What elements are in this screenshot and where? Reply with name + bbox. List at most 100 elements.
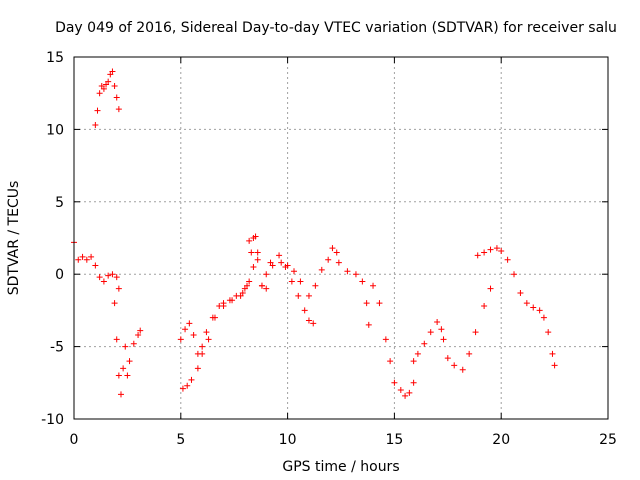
series-segment-7: [278, 245, 340, 299]
data-point: [363, 300, 370, 307]
data-point: [523, 300, 530, 307]
data-point: [92, 122, 99, 129]
data-point: [254, 256, 261, 263]
data-point: [194, 365, 201, 372]
data-point: [376, 300, 383, 307]
data-point: [344, 268, 351, 275]
data-point: [444, 355, 451, 362]
data-point: [487, 246, 494, 253]
series-segment-3: [111, 300, 144, 398]
data-point: [335, 259, 342, 266]
y-tick-label: 0: [55, 267, 64, 283]
data-point: [421, 340, 428, 347]
data-point: [124, 372, 131, 379]
y-tick-label: -10: [41, 412, 64, 428]
data-point: [199, 350, 206, 357]
grid: [74, 57, 608, 419]
series-segment-2: [92, 68, 122, 129]
data-point: [109, 68, 116, 75]
data-point: [269, 262, 276, 269]
series-segment-1: [71, 239, 122, 292]
data-point: [126, 358, 133, 365]
data-point: [241, 285, 248, 292]
data-point: [137, 327, 144, 334]
data-point: [517, 290, 524, 297]
y-axis-label: SDTVAR / TECUs: [6, 181, 22, 296]
data-point: [250, 235, 257, 241]
plot-frame: [73, 56, 609, 420]
series-segment-10: [474, 245, 558, 369]
data-point: [186, 320, 193, 327]
data-point: [305, 317, 312, 324]
data-point: [310, 320, 317, 327]
data-point: [493, 245, 500, 252]
data-point: [96, 90, 103, 97]
y-tick-label: 10: [46, 122, 64, 138]
data-point: [410, 379, 417, 386]
data-point: [472, 329, 479, 336]
axis-ticks: 0 5 10 15 20 25 -10 -5 0 5 10 15: [41, 50, 617, 448]
y-tick-label: 15: [46, 50, 64, 66]
data-point: [111, 82, 118, 89]
data-point: [434, 318, 441, 325]
data-point: [182, 326, 189, 333]
data-point: [451, 362, 458, 369]
data-point: [466, 350, 473, 357]
data-point: [536, 307, 543, 314]
data-point: [254, 249, 261, 256]
y-tick-label: -5: [50, 340, 64, 356]
data-point: [365, 321, 372, 328]
data-point: [459, 366, 466, 373]
series-segment-4: [177, 233, 259, 357]
data-point: [179, 385, 186, 392]
data-point: [325, 256, 332, 263]
data-point: [427, 329, 434, 336]
data-point: [276, 252, 283, 259]
data-point: [83, 256, 90, 263]
data-point: [301, 307, 308, 314]
data-point: [188, 376, 195, 383]
data-point: [498, 248, 505, 255]
data-point: [105, 272, 112, 279]
data-point: [402, 392, 409, 399]
data-point: [113, 274, 120, 281]
series-segment-8: [335, 259, 417, 399]
data-point: [391, 379, 398, 386]
data-point: [111, 300, 118, 307]
data-point: [115, 372, 122, 379]
data-point: [237, 292, 244, 299]
data-point: [205, 336, 212, 343]
x-tick-label: 20: [492, 432, 510, 448]
data-point: [406, 389, 413, 396]
data-point: [229, 297, 236, 304]
data-point: [410, 358, 417, 365]
data-point: [440, 336, 447, 343]
data-point: [115, 106, 122, 113]
data-point: [474, 252, 481, 259]
data-point: [258, 282, 265, 289]
data-point: [352, 271, 359, 278]
data-point: [382, 336, 389, 343]
data-point: [481, 303, 488, 310]
data-point: [92, 262, 99, 269]
x-tick-label: 15: [385, 432, 403, 448]
data-point: [109, 271, 116, 278]
data-point: [387, 358, 394, 365]
data-point: [79, 253, 86, 260]
data-point: [88, 253, 95, 260]
data-point: [135, 332, 142, 339]
data-point: [312, 282, 319, 289]
data-point: [545, 329, 552, 336]
y-tick-label: 5: [55, 195, 64, 211]
data-point: [284, 262, 291, 269]
data-point: [359, 278, 366, 285]
data-point: [288, 278, 295, 285]
series-segment-6: [246, 235, 317, 327]
data-point: [333, 249, 340, 256]
data-point: [184, 382, 191, 389]
data-points: [71, 68, 558, 399]
series-segment-9: [410, 285, 494, 373]
x-tick-label: 10: [279, 432, 297, 448]
data-point: [530, 304, 537, 311]
